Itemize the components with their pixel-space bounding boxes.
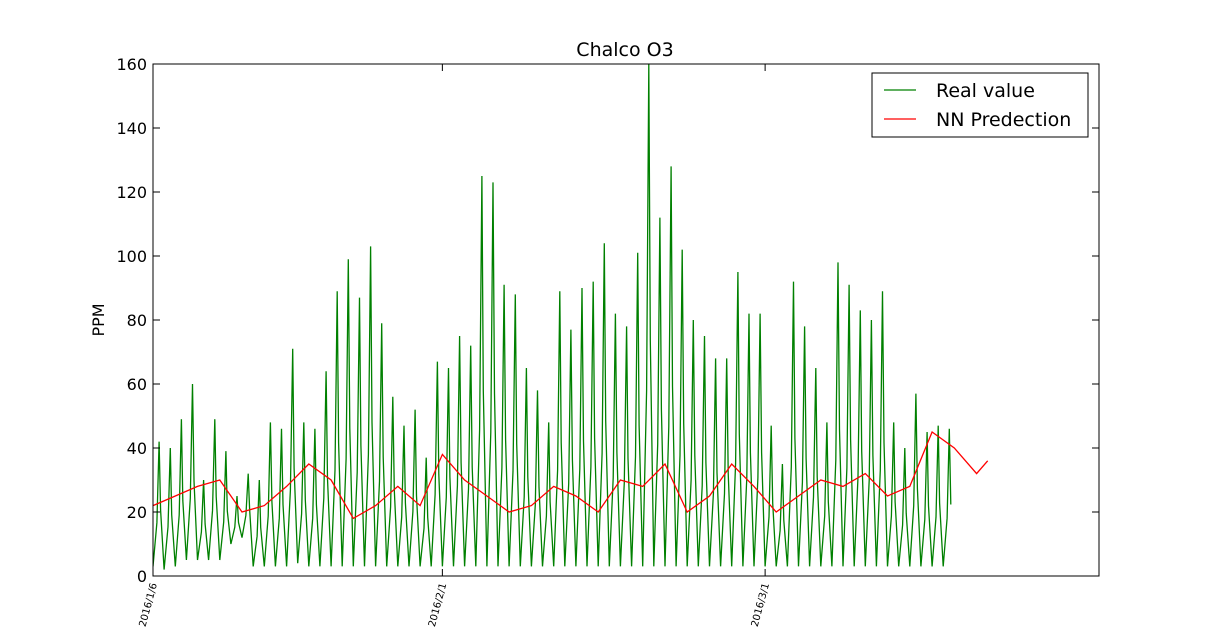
y-tick-label: 80 bbox=[127, 311, 147, 330]
plot-area bbox=[153, 64, 989, 570]
y-axis-label: PPM bbox=[89, 303, 108, 336]
series-line-nn-predection bbox=[153, 430, 989, 520]
legend: Real value NN Predection bbox=[871, 72, 1089, 138]
chart-title: Chalco O3 bbox=[576, 39, 673, 61]
legend-label-real-value: Real value bbox=[936, 80, 1035, 102]
y-tick-label: 120 bbox=[116, 183, 147, 202]
series-line-real-value bbox=[153, 64, 952, 570]
y-tick-label: 20 bbox=[127, 503, 147, 522]
x-tick-label: 2016/3/1 bbox=[750, 582, 772, 628]
x-tick-label: 2016/1/6 bbox=[138, 582, 160, 628]
x-tick-label: 2016/2/1 bbox=[427, 582, 449, 628]
y-tick-label: 140 bbox=[116, 119, 147, 138]
y-tick-label: 0 bbox=[137, 567, 147, 586]
y-tick-label: 160 bbox=[116, 55, 147, 74]
y-tick-label: 60 bbox=[127, 375, 147, 394]
y-axis: 0 20 40 60 80 100 120 140 160 bbox=[116, 55, 1099, 586]
y-tick-label: 100 bbox=[116, 247, 147, 266]
legend-box bbox=[871, 72, 1089, 138]
legend-label-nn-predection: NN Predection bbox=[936, 109, 1071, 131]
y-tick-label: 40 bbox=[127, 439, 147, 458]
